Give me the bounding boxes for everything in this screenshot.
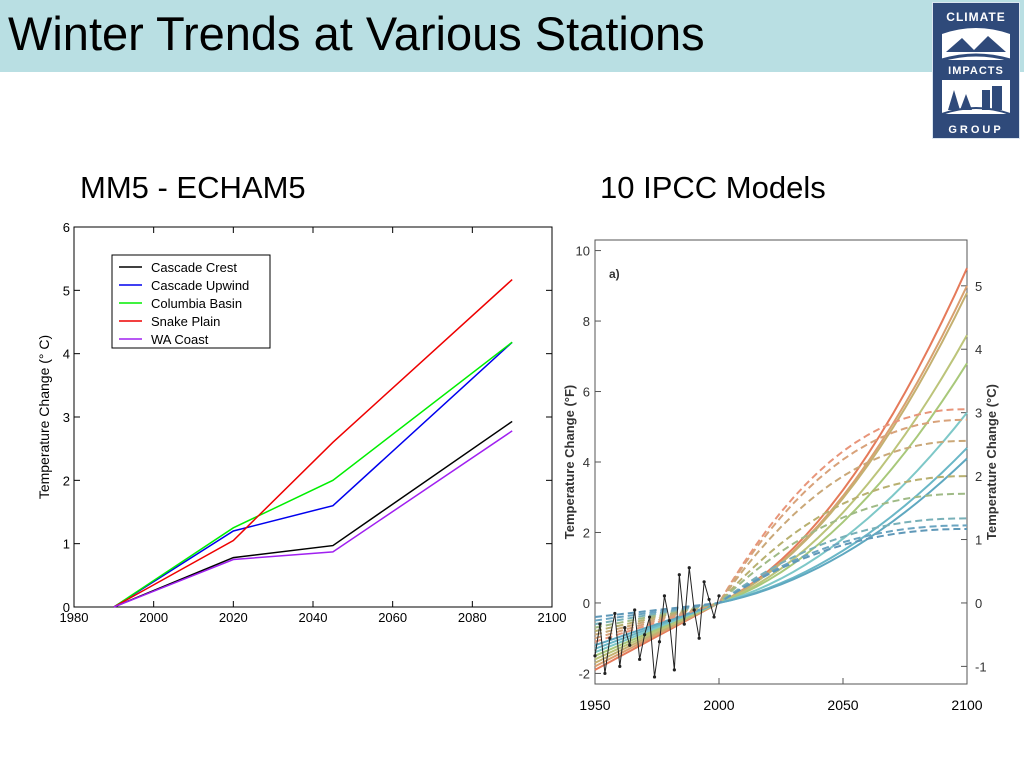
observed-point [623, 626, 627, 630]
y-axis-label-right: Temperature Change (°C) [984, 384, 999, 540]
model-line [594, 412, 968, 654]
x-tick-label: 2060 [378, 610, 407, 625]
climate-impacts-group-logo: CLIMATE IMPACTS GROUP [932, 2, 1020, 139]
page-title: Winter Trends at Various Stations [8, 7, 705, 60]
series-line [113, 420, 513, 608]
observed-point [647, 615, 652, 619]
logo-text-top: CLIMATE [946, 10, 1005, 24]
model-line-dashed [594, 439, 968, 636]
observed-point [692, 608, 696, 612]
y-tick-right-label: 0 [975, 596, 982, 611]
observed-point [717, 594, 721, 598]
observed-point [697, 636, 701, 640]
observed-point [593, 654, 597, 658]
y-tick-label: 2 [63, 473, 70, 488]
panel-label: a) [609, 267, 620, 281]
y-tick-right-label: -1 [975, 659, 987, 674]
y-tick-label: 10 [576, 244, 590, 259]
model-line-dashed [594, 517, 968, 626]
model-line-dashed [594, 408, 968, 643]
model-line-dashed [594, 418, 968, 640]
y-tick-label: 5 [63, 283, 70, 298]
model-line-dashed [594, 492, 968, 629]
model-line [594, 267, 968, 671]
observed-point [613, 611, 617, 616]
legend-label: WA Coast [151, 332, 209, 347]
observed-point [657, 640, 662, 644]
x-tick-label: 2020 [219, 610, 248, 625]
y-tick-label: 8 [583, 314, 590, 329]
x-tick-label: 2100 [538, 610, 567, 625]
y-axis-label: Temperature Change (°F) [562, 385, 577, 539]
y-tick-label: 1 [63, 537, 70, 552]
x-tick-label: 1950 [579, 697, 610, 713]
x-tick-label: 2040 [299, 610, 328, 625]
legend-label: Snake Plain [151, 314, 220, 329]
observed-point [677, 573, 681, 577]
observed-point [603, 671, 607, 676]
x-tick-label: 2100 [951, 697, 982, 713]
right-chart-title: 10 IPCC Models [600, 170, 826, 205]
y-tick-right-label: 2 [975, 469, 982, 484]
observed-point [628, 643, 632, 647]
observed-point [643, 633, 647, 637]
y-tick-label: 0 [583, 596, 590, 611]
model-line-dashed [594, 475, 968, 633]
title-bar [0, 0, 1024, 72]
y-tick-label: 4 [583, 455, 590, 470]
y-tick-right-label: 3 [975, 406, 982, 421]
model-line [594, 334, 968, 661]
observed-point [633, 608, 637, 612]
model-line-dashed [594, 527, 968, 619]
observed-point [707, 597, 711, 602]
observed-point [702, 580, 706, 584]
model-line [594, 457, 968, 647]
observed-point [608, 636, 612, 640]
y-axis-label: Temperature Change (° C) [36, 335, 52, 499]
y-tick-label: 6 [63, 220, 70, 235]
x-tick-label: 2000 [139, 610, 168, 625]
model-line [594, 362, 968, 657]
observed-point [598, 622, 602, 626]
observed-point [687, 566, 691, 570]
y-tick-right-label: 1 [975, 533, 982, 548]
y-tick-label: 3 [63, 410, 70, 425]
y-tick-label: 6 [583, 385, 590, 400]
series-line [113, 279, 513, 608]
observed-point [638, 657, 642, 661]
legend-label: Columbia Basin [151, 296, 242, 311]
series-line [113, 341, 513, 608]
mm5-echam5-line-chart: 1980 2000 2020 2040 2060 2080 2100 0 1 2 3 4 5 6 Tempe… [36, 220, 567, 625]
model-line [594, 447, 968, 650]
y-tick-label: 2 [583, 525, 590, 540]
observed-point [672, 668, 676, 672]
x-tick-label: 2000 [703, 697, 734, 713]
logo-text-mid: IMPACTS [948, 65, 1004, 77]
x-tick-label: 2080 [458, 610, 487, 625]
x-tick-label: 2050 [827, 697, 858, 713]
y-tick-label: -2 [578, 666, 590, 681]
observed-point [662, 594, 667, 598]
y-tick-right-label: 4 [975, 342, 982, 357]
left-chart-title: MM5 - ECHAM5 [80, 170, 306, 205]
logo-text-bottom: GROUP [948, 124, 1003, 136]
legend-label: Cascade Upwind [151, 278, 249, 293]
x-tick-label: 1980 [60, 610, 89, 625]
observed-point [682, 622, 686, 626]
y-tick-right-label: 5 [975, 279, 982, 294]
observed-point [652, 675, 657, 679]
y-tick-label: 0 [63, 600, 70, 615]
series-line [113, 430, 513, 608]
observed-point [667, 618, 671, 623]
ipcc-models-line-chart: 1950 2000 2050 2100 -2 0 2 4 6 8 10 -1 0 1 2 3 4 5 Tempera… [562, 239, 999, 713]
observed-point [712, 615, 716, 619]
legend [111, 254, 271, 349]
observed-line [594, 567, 720, 678]
y-tick-label: 4 [63, 347, 70, 362]
observed-point [618, 664, 622, 668]
series-line [113, 341, 513, 608]
legend-label: Cascade Crest [151, 260, 237, 275]
